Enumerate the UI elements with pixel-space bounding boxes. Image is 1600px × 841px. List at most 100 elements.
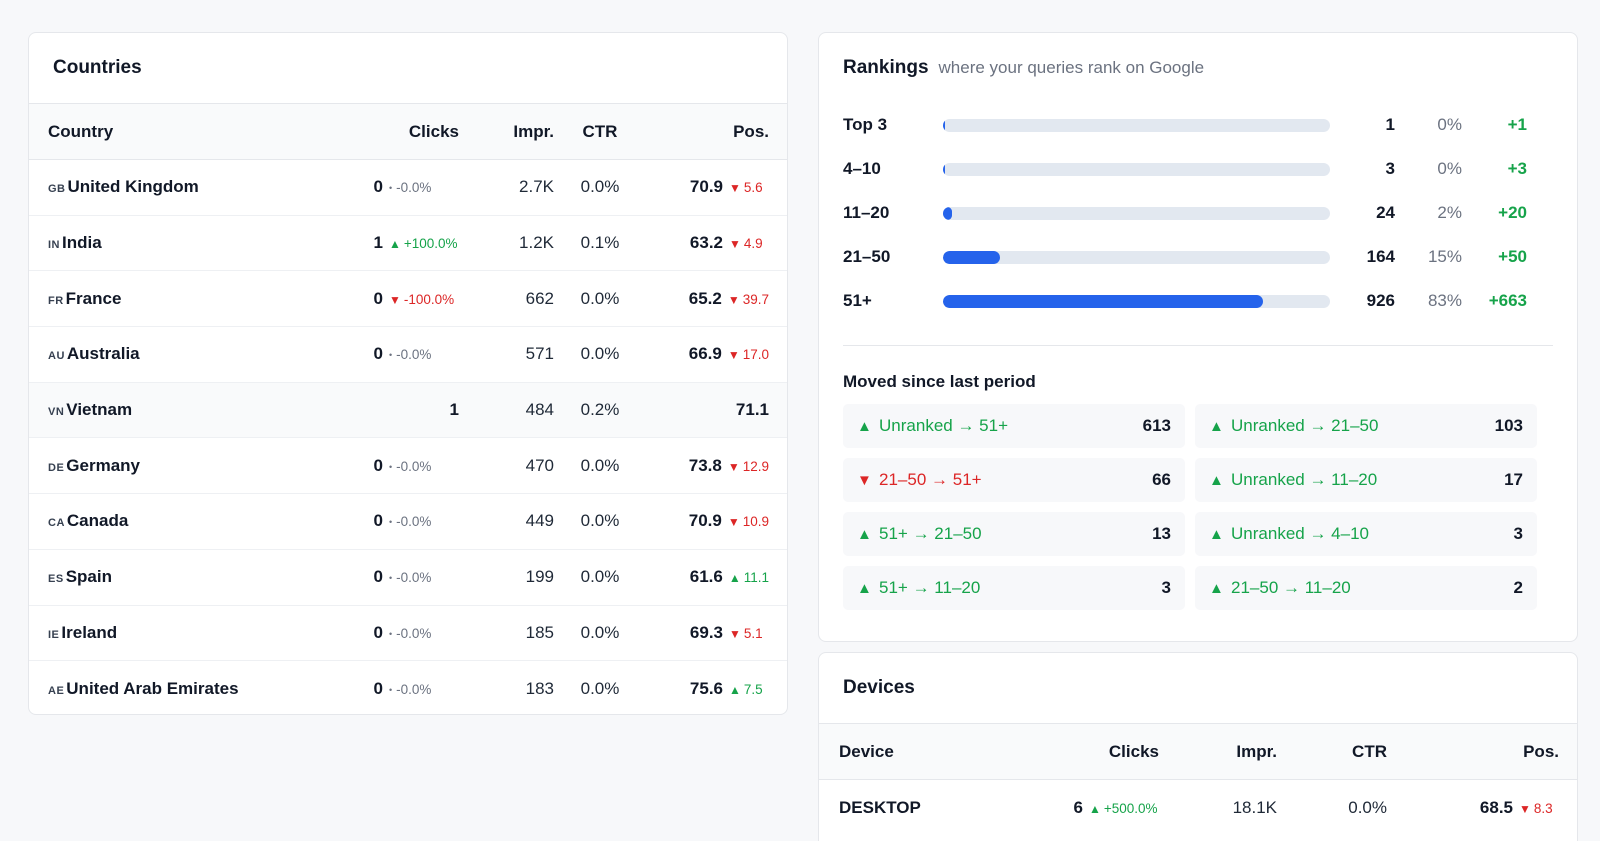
country-name[interactable]: France <box>65 288 122 308</box>
col-device-ctr[interactable]: CTR <box>1352 741 1387 761</box>
country-name[interactable]: India <box>62 233 102 253</box>
pos-cell: 73.8 ▼ 12.9 <box>646 438 787 494</box>
table-row[interactable]: IE Ireland 0 • -0.0% 185 0.0% 69.3 ▼ 5.1 <box>29 605 787 661</box>
pos-delta-value: 4.9 <box>743 236 763 252</box>
triangle-down-icon: ▼ <box>389 292 401 307</box>
table-row[interactable]: CA Canada 0 • -0.0% 449 0.0% 70.9 ▼ 10.9 <box>29 494 787 550</box>
rank-bar-fill <box>943 206 952 220</box>
pos-value: 68.5 <box>1479 797 1513 817</box>
clicks-cell: 0 • -0.0% <box>279 661 459 714</box>
table-row[interactable]: AE United Arab Emirates 0 • -0.0% 183 0.0% 75.6… <box>29 661 787 714</box>
country-name[interactable]: United Kingdom <box>67 177 199 197</box>
rank-label: 21–50 <box>843 247 891 266</box>
moved-item[interactable]: ▲ 21–50 → 11–20 2 <box>1195 566 1537 610</box>
pos-cell: 63.2 ▼ 4.9 <box>646 215 787 271</box>
pos-value: 71.1 <box>735 400 769 420</box>
pos-delta-value: 11.1 <box>743 570 769 586</box>
country-code: AU <box>48 350 65 363</box>
pos-delta-value: 8.3 <box>1533 800 1553 816</box>
country-name[interactable]: United Arab Emirates <box>66 678 239 698</box>
table-row[interactable]: DE Germany 0 • -0.0% 470 0.0% 73.8 ▼ 12.9 <box>29 438 787 494</box>
pos-cell: 68.5 ▼ 8.3 <box>1387 780 1577 836</box>
clicks-cell: 0 • -0.0% <box>279 494 459 550</box>
moved-label-text: 51+ → 11–20 <box>879 578 981 597</box>
moved-label: ▼ 21–50 → 51+ <box>857 470 982 490</box>
table-row[interactable]: AU Australia 0 • -0.0% 571 0.0% 66.9 ▼ 17.0 <box>29 327 787 383</box>
triangle-up-icon: ▲ <box>857 526 877 543</box>
col-impr[interactable]: Impr. <box>513 121 554 141</box>
table-row[interactable]: ES Spain 0 • -0.0% 199 0.0% 61.6 ▲ 11.1 <box>29 549 787 605</box>
triangle-down-icon: ▼ <box>727 348 740 363</box>
moved-item[interactable]: ▲ Unranked → 21–50 103 <box>1195 404 1537 448</box>
col-device-impr[interactable]: Impr. <box>1236 741 1277 761</box>
rank-pct: 83% <box>1427 291 1462 310</box>
moved-item[interactable]: ▲ Unranked → 11–20 17 <box>1195 458 1537 502</box>
table-row[interactable]: GB United Kingdom 0 • -0.0% 2.7K 0.0% 70.9 ▼ 5.6 <box>29 160 787 216</box>
moved-count: 3 <box>1161 578 1171 597</box>
ctr-cell: 0.2% <box>580 400 620 420</box>
rank-bar-track <box>943 162 1330 176</box>
triangle-down-icon: ▼ <box>727 459 740 474</box>
table-row[interactable]: IN India 1 ▲ +100.0% 1.2K 0.1% 63.2 ▼ 4.9 <box>29 215 787 271</box>
countries-header-row: Country Clicks Impr. CTR Pos. <box>29 103 787 160</box>
countries-table: Country Clicks Impr. CTR Pos. GB United K… <box>29 103 787 714</box>
country-name[interactable]: Germany <box>66 455 140 475</box>
devices-body: DESKTOP 6 ▲ +500.0% 18.1K 0.0% 68.5 ▼ 8.3 <box>819 780 1577 836</box>
col-device[interactable]: Device <box>839 741 894 761</box>
country-name[interactable]: Spain <box>65 567 112 587</box>
moved-label: ▲ 51+ → 11–20 <box>857 578 980 598</box>
col-clicks[interactable]: Clicks <box>408 121 459 141</box>
triangle-up-icon: ▲ <box>1209 580 1229 597</box>
country-name[interactable]: Canada <box>66 511 129 531</box>
clicks-cell: 6 ▲ +500.0% <box>1029 780 1159 836</box>
moved-count: 103 <box>1494 416 1523 435</box>
impr-cell: 470 <box>525 455 554 475</box>
rankings-subtitle: where your queries rank on Google <box>938 58 1205 77</box>
rank-bar-track <box>943 250 1330 264</box>
country-code: IE <box>48 628 60 641</box>
moved-item[interactable]: ▲ Unranked → 51+ 613 <box>843 404 1185 448</box>
pos-delta-value: 10.9 <box>742 514 769 530</box>
country-name[interactable]: Australia <box>66 344 140 364</box>
moved-count: 66 <box>1152 470 1171 489</box>
country-code: DE <box>48 461 65 474</box>
moved-label: ▲ 51+ → 21–50 <box>857 524 982 544</box>
impr-cell: 199 <box>525 567 554 587</box>
moved-label: ▲ Unranked → 51+ <box>857 416 1008 436</box>
col-device-pos[interactable]: Pos. <box>1523 741 1559 761</box>
moved-label-text: 51+ → 21–50 <box>879 524 982 543</box>
col-pos[interactable]: Pos. <box>733 121 769 141</box>
device-name[interactable]: DESKTOP <box>839 797 921 817</box>
pos-delta: ▼ 39.7 <box>728 292 769 307</box>
country-name[interactable]: Ireland <box>61 622 118 642</box>
country-cell: IE Ireland <box>29 605 279 661</box>
triangle-down-icon: ▼ <box>729 237 741 252</box>
clicks-cell: 0 ▼ -100.0% <box>279 271 459 327</box>
clicks-delta: • -0.0% <box>389 682 459 697</box>
moved-count: 17 <box>1504 470 1523 489</box>
pos-cell: 71.1 <box>646 382 787 438</box>
col-ctr[interactable]: CTR <box>582 121 618 141</box>
clicks-delta: • -0.0% <box>389 459 459 474</box>
moved-label-text: Unranked → 21–50 <box>1231 416 1379 435</box>
moved-item[interactable]: ▲ Unranked → 4–10 3 <box>1195 512 1537 556</box>
table-row[interactable]: DESKTOP 6 ▲ +500.0% 18.1K 0.0% 68.5 ▼ 8.3 <box>819 780 1577 836</box>
moved-item[interactable]: ▲ 51+ → 11–20 3 <box>843 566 1185 610</box>
moved-item[interactable]: ▲ 51+ → 21–50 13 <box>843 512 1185 556</box>
country-code: AE <box>48 684 65 697</box>
col-device-clicks[interactable]: Clicks <box>1108 741 1159 761</box>
clicks-delta-value: -0.0% <box>396 681 432 697</box>
table-row[interactable]: FR France 0 ▼ -100.0% 662 0.0% 65.2 ▼ 39.7 <box>29 271 787 327</box>
col-country[interactable]: Country <box>48 121 114 141</box>
clicks-cell: 0 • -0.0% <box>279 160 459 216</box>
country-name[interactable]: Vietnam <box>66 400 133 420</box>
country-cell: VN Vietnam <box>29 382 279 438</box>
country-cell: AU Australia <box>29 327 279 383</box>
moved-item[interactable]: ▼ 21–50 → 51+ 66 <box>843 458 1185 502</box>
clicks-cell: 1 ▲ +100.0% <box>279 215 459 271</box>
devices-header-row: Device Clicks Impr. CTR Pos. <box>819 723 1577 780</box>
clicks-delta: ▲ +500.0% <box>1089 801 1159 816</box>
rank-change: +20 <box>1498 203 1527 222</box>
impr-cell: 484 <box>525 400 554 420</box>
table-row[interactable]: VN Vietnam 1 484 0.2% 71.1 <box>29 382 787 438</box>
